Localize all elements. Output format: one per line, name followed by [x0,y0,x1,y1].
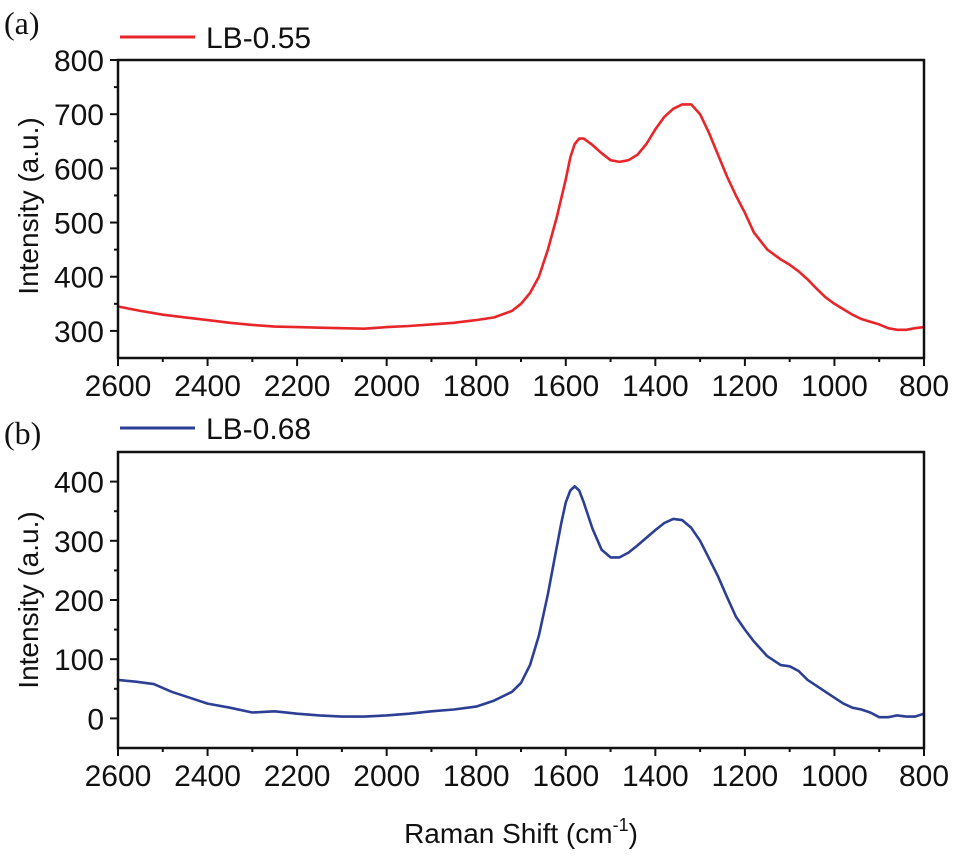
y-tick-label-a-400: 400 [54,262,104,295]
y-tick-label-b-0: 0 [87,703,104,736]
x-tick-label-a-800: 800 [899,370,949,403]
series-line-lb-0-68 [116,485,926,719]
panel-b-label: (b) [4,415,41,451]
legend-b-label: LB-0.68 [206,413,311,446]
x-tick-label-b-800: 800 [899,760,949,793]
y-tick-label-b-200: 200 [54,585,104,618]
y-tick-label-b-100: 100 [54,644,104,677]
x-tick-label-b-1200: 1200 [712,760,779,793]
y-tick-label-b-300: 300 [54,526,104,559]
x-tick-label-b-2600: 2600 [85,760,152,793]
x-axis-title-main: Raman Shift (cm [404,818,613,849]
x-tick-label-a-1400: 1400 [622,370,689,403]
panel-a: (a) LB-0.55 Intensity (a.u.) 2600 2400 220… [4,5,949,403]
y-tick-label-a-300: 300 [54,316,104,349]
panel-a-ylabel: Intensity (a.u.) [13,117,44,294]
panel-b-ylabel: Intensity (a.u.) [13,511,44,688]
x-tick-label-a-2600: 2600 [85,370,152,403]
x-tick-label-b-1600: 1600 [532,760,599,793]
x-tick-label-b-2400: 2400 [174,760,241,793]
x-tick-label-a-2200: 2200 [264,370,331,403]
panel-a-frame [116,58,926,360]
x-tick-label-b-1800: 1800 [443,760,510,793]
x-tick-label-a-2000: 2000 [353,370,420,403]
panel-a-label: (a) [4,5,40,41]
y-tick-label-a-500: 500 [54,208,104,241]
x-tick-label-a-1200: 1200 [712,370,779,403]
x-axis-title: Raman Shift (cm-1) [404,815,638,849]
y-tick-label-a-700: 700 [54,99,104,132]
y-tick-label-a-600: 600 [54,153,104,186]
x-tick-label-a-1000: 1000 [801,370,868,403]
y-tick-label-b-400: 400 [54,467,104,500]
x-tick-label-b-2200: 2200 [264,760,331,793]
y-tick-label-a-800: 800 [54,45,104,78]
panel-b-frame [116,450,926,750]
x-tick-label-b-1000: 1000 [801,760,868,793]
x-axis-title-close: ) [629,818,638,849]
x-tick-label-b-1400: 1400 [622,760,689,793]
x-tick-label-a-2400: 2400 [174,370,241,403]
panel-b: (b) LB-0.68 Intensity (a.u.) 2600 2400 220… [4,413,949,793]
x-tick-label-a-1800: 1800 [443,370,510,403]
x-tick-label-b-2000: 2000 [353,760,420,793]
x-axis-title-superscript: -1 [613,815,629,835]
legend-a-label: LB-0.55 [206,22,311,55]
x-tick-label-a-1600: 1600 [532,370,599,403]
series-line-lb-0-55 [116,103,926,332]
